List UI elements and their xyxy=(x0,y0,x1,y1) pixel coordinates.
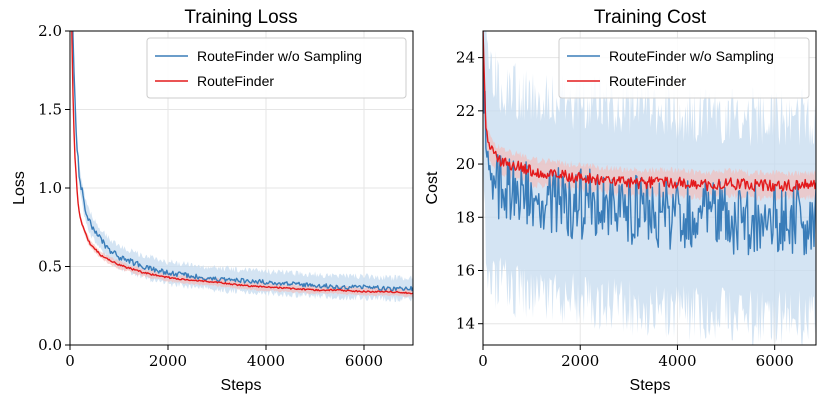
cost-x-axis-label: Steps xyxy=(630,377,671,394)
loss-legend: RouteFinder w/o Sampling RouteFinder xyxy=(146,37,407,99)
series-line-routefinder xyxy=(483,31,816,192)
loss-series-lines xyxy=(71,31,413,295)
y-tick-label: 0.5 xyxy=(38,258,62,276)
y-tick-label: 18 xyxy=(456,208,475,226)
y-tick-label: 0.0 xyxy=(38,336,62,354)
y-tick-label: 1.0 xyxy=(38,179,62,197)
y-tick-label: 20 xyxy=(456,155,475,173)
loss-legend-label-sampling-off: RouteFinder w/o Sampling xyxy=(197,48,362,64)
x-tick-label: 6000 xyxy=(345,352,383,370)
cost-chart-title: Training Cost xyxy=(594,7,707,28)
y-tick-label: 14 xyxy=(456,315,475,333)
x-tick-label: 0 xyxy=(478,352,488,370)
cost-legend-label-sampling-off: RouteFinder w/o Sampling xyxy=(609,48,774,64)
x-tick-label: 4000 xyxy=(658,352,696,370)
cost-y-axis-label: Cost xyxy=(424,171,441,204)
x-tick-label: 4000 xyxy=(247,352,285,370)
loss-y-axis-label: Loss xyxy=(11,171,28,205)
x-tick-label: 2000 xyxy=(561,352,599,370)
y-tick-label: 16 xyxy=(456,261,475,279)
loss-x-axis-label: Steps xyxy=(221,377,262,394)
series-line-routefinder xyxy=(71,31,413,295)
y-tick-label: 22 xyxy=(456,102,475,120)
series-band-routefinder xyxy=(483,31,816,202)
cost-legend: RouteFinder w/o Sampling RouteFinder xyxy=(558,37,810,99)
loss-panel: Training Loss 0 2000 4000 6000 0.0 0.5 1.0 1.5 2… xyxy=(11,7,414,394)
y-tick-label: 24 xyxy=(456,49,475,67)
series-line-sampling-off xyxy=(72,31,413,292)
x-tick-label: 6000 xyxy=(756,352,794,370)
loss-legend-label-routefinder: RouteFinder xyxy=(197,73,274,89)
cost-legend-box xyxy=(558,37,810,99)
cost-ticks: 0 2000 4000 6000 14 16 18 20 22 24 xyxy=(456,49,794,370)
series-line-sampling-off xyxy=(483,44,816,256)
cost-plot-frame xyxy=(482,30,817,346)
x-tick-label: 2000 xyxy=(149,352,187,370)
y-tick-label: 1.5 xyxy=(38,101,62,119)
y-tick-label: 2.0 xyxy=(38,22,62,40)
cost-variance-bands xyxy=(483,31,816,345)
cost-panel: Training Cost 0 2000 4000 6000141618202224 … xyxy=(424,7,817,394)
loss-legend-box xyxy=(146,37,407,99)
loss-ticks: 0 2000 4000 6000 0.0 0.5 1.0 1.5 2.0 xyxy=(38,22,383,370)
cost-legend-label-routefinder: RouteFinder xyxy=(609,73,686,89)
cost-series-lines xyxy=(483,31,816,256)
x-tick-label: 0 xyxy=(65,352,75,370)
loss-chart-title: Training Loss xyxy=(184,7,297,28)
